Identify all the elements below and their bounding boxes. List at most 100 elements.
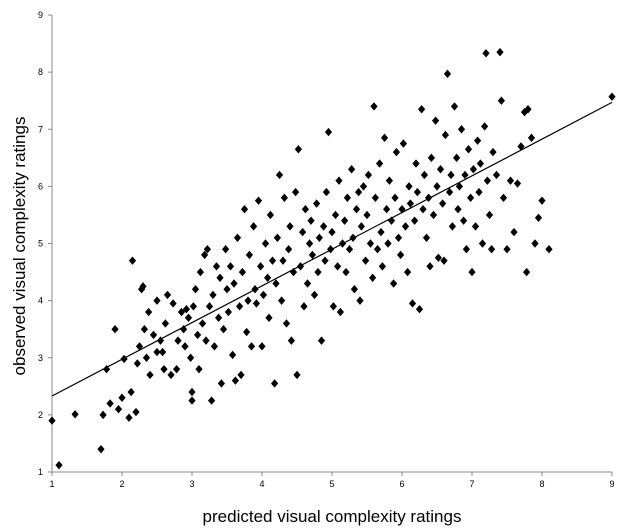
data-point <box>161 319 169 328</box>
data-point <box>538 196 546 205</box>
data-point <box>301 205 309 214</box>
data-point <box>439 199 447 208</box>
data-point <box>432 116 440 125</box>
data-point <box>392 147 400 157</box>
data-point <box>320 222 328 231</box>
data-point <box>153 296 161 305</box>
data-point <box>342 267 350 277</box>
data-point <box>425 193 433 202</box>
data-point <box>257 262 265 271</box>
data-point <box>259 290 267 300</box>
data-point <box>408 299 417 308</box>
data-point <box>510 227 518 237</box>
data-point <box>209 290 217 300</box>
data-point <box>371 193 379 202</box>
data-point <box>286 222 294 231</box>
data-point <box>380 133 389 143</box>
data-point <box>440 256 448 265</box>
data-point <box>210 342 218 351</box>
y-tick-label: 7 <box>38 124 43 134</box>
data-point <box>411 216 419 225</box>
data-point <box>114 404 123 414</box>
data-point <box>481 122 489 131</box>
data-point <box>264 273 272 282</box>
data-point <box>287 336 295 345</box>
y-tick-label: 5 <box>38 239 43 249</box>
data-point <box>324 127 333 137</box>
axes <box>51 15 612 473</box>
data-point <box>278 296 286 305</box>
trendline-group <box>51 101 613 397</box>
data-point <box>483 176 491 185</box>
data-point <box>485 210 494 220</box>
data-point <box>142 353 151 362</box>
y-tick-label: 6 <box>38 181 43 191</box>
data-point <box>106 399 114 408</box>
data-point <box>293 370 301 380</box>
data-point <box>362 256 370 265</box>
data-point <box>189 302 197 311</box>
data-point <box>265 313 273 322</box>
data-point <box>243 327 251 337</box>
data-point <box>394 233 403 242</box>
data-point <box>608 92 616 101</box>
data-point <box>285 245 293 254</box>
data-point <box>460 216 468 225</box>
data-point <box>478 239 487 248</box>
data-point <box>376 159 384 168</box>
data-point <box>373 245 382 254</box>
data-point <box>163 290 172 300</box>
x-axis-title: predicted visual complexity ratings <box>203 507 462 526</box>
data-point <box>343 193 351 202</box>
data-point <box>523 267 531 277</box>
y-tick-label: 9 <box>38 10 43 20</box>
data-point <box>345 245 354 254</box>
data-point <box>369 273 377 282</box>
data-point <box>329 302 337 311</box>
data-point <box>436 165 445 174</box>
data-point <box>482 49 490 58</box>
data-point <box>448 222 456 231</box>
data-point <box>250 222 258 231</box>
data-point <box>55 460 63 470</box>
data-point <box>153 347 161 357</box>
data-point <box>177 307 186 317</box>
data-point <box>135 342 144 351</box>
data-point <box>350 285 358 294</box>
data-point <box>48 416 56 425</box>
data-point <box>160 364 168 374</box>
data-point <box>364 170 372 180</box>
data-point <box>454 205 462 214</box>
data-point <box>146 370 154 380</box>
data-point <box>469 165 477 174</box>
data-point <box>474 136 482 145</box>
data-point <box>174 336 182 345</box>
data-point <box>471 222 480 231</box>
data-point <box>299 227 307 237</box>
trendline <box>51 101 613 397</box>
data-point <box>336 307 344 317</box>
x-tick-label: 8 <box>539 479 544 489</box>
data-point <box>391 193 399 202</box>
data-point <box>180 324 188 334</box>
data-point <box>492 170 501 180</box>
data-point <box>331 210 340 220</box>
x-tick-label: 6 <box>399 479 404 489</box>
data-point <box>476 159 484 168</box>
data-point <box>489 147 497 157</box>
data-point <box>306 239 314 248</box>
data-point <box>128 256 137 265</box>
data-point <box>132 407 140 417</box>
data-point <box>118 393 126 402</box>
data-point <box>497 96 505 105</box>
data-point <box>300 302 308 311</box>
data-point <box>352 205 361 214</box>
data-point <box>97 444 105 454</box>
x-tick-label: 5 <box>329 479 334 489</box>
data-point <box>447 170 455 180</box>
y-tick-label: 1 <box>38 467 43 477</box>
data-point <box>268 256 277 265</box>
data-point <box>273 233 281 242</box>
data-point <box>203 245 211 254</box>
data-point <box>356 296 364 305</box>
